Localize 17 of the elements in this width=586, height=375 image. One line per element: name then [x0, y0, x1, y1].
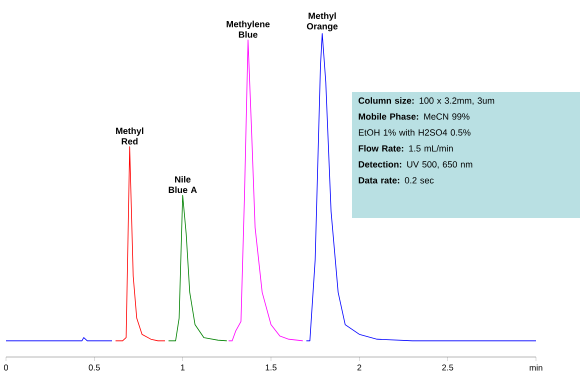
- annotation: Nile Blue A: [168, 176, 197, 194]
- annotation: Column size: 100 x 3.2mm, 3um: [358, 97, 494, 105]
- x-tick-label: 1.5: [266, 364, 277, 370]
- annotation: Methyl Red: [116, 127, 144, 145]
- annotation: Methyl Orange: [306, 12, 338, 32]
- annotation: EtOH 1% with H2SO4 0.5%: [358, 129, 470, 136]
- annotation: Flow Rate: 1.5 mL/min: [358, 145, 453, 152]
- annotation: Detection: UV 500, 650 nm: [358, 160, 472, 169]
- annotation: Data rate: 0.2 sec: [358, 177, 434, 184]
- x-tick-label: min: [530, 364, 542, 371]
- x-tick-label: 2.5: [442, 364, 454, 371]
- x-tick-label: 1: [180, 364, 185, 370]
- x-tick-label: 0.5: [88, 364, 100, 371]
- annotation: Mobile Phase: MeCN 99%: [358, 113, 470, 120]
- x-tick-label: 0: [4, 364, 8, 371]
- annotation: Methylene Blue: [226, 20, 270, 38]
- x-tick-label: 2: [357, 364, 362, 370]
